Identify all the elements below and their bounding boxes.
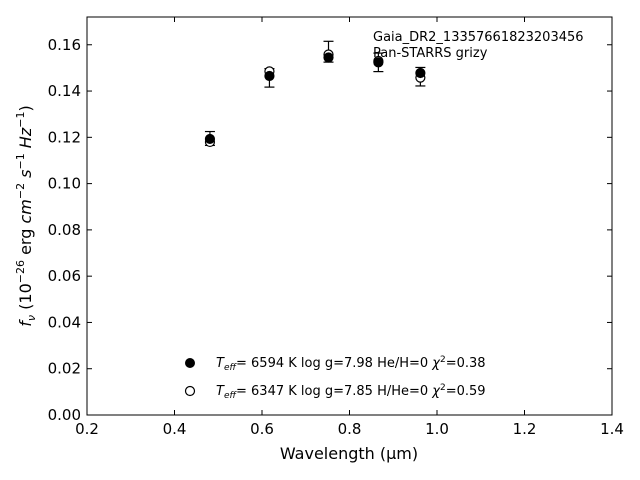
legend-text-1: = 6594 K log g=7.98 He/H=0 xyxy=(236,356,432,371)
x-tick-label: 1.2 xyxy=(513,420,537,438)
ylabel-exp1: −26 xyxy=(14,260,27,283)
data-point-filled xyxy=(264,70,275,82)
legend-chi-val-1: =0.38 xyxy=(446,356,486,371)
ylabel-f: f xyxy=(16,319,35,327)
legend-teff-2: T xyxy=(216,384,225,399)
legend-marker-filled xyxy=(185,358,195,368)
y-tick-label: 0.02 xyxy=(48,360,81,378)
x-axis-label: Wavelength (μm) xyxy=(280,444,418,463)
legend-text-2: = 6347 K log g=7.85 H/He=0 xyxy=(236,384,432,399)
legend-teff-1: T xyxy=(216,356,225,371)
ylabel-exp3: −1 xyxy=(14,153,27,169)
ylabel-exp4: −1 xyxy=(14,112,27,128)
legend-teff-sub-1: eff xyxy=(224,363,238,373)
ylabel-hz: Hz xyxy=(16,127,35,153)
data-point-filled xyxy=(415,67,426,79)
data-point-filled xyxy=(373,57,384,68)
y-tick-label: 0.04 xyxy=(48,313,81,331)
ylabel-nu: ν xyxy=(25,315,38,321)
ylabel-exp2: −2 xyxy=(14,183,27,199)
annotation-star-id: Gaia_DR2_13357661823203456 xyxy=(373,30,584,45)
data-point-filled xyxy=(204,133,216,145)
ylabel-cm: cm xyxy=(16,199,35,223)
x-tick-label: 0.4 xyxy=(163,420,187,438)
y-tick-label: 0.12 xyxy=(48,128,81,146)
y-tick-label: 0.00 xyxy=(48,406,81,424)
legend-chi-exp-1: 2 xyxy=(440,355,446,365)
y-tick-label: 0.08 xyxy=(48,221,81,239)
legend-chi-2: χ xyxy=(431,384,441,399)
legend: Teff= 6594 K log g=7.98 He/H=0 χ2=0.38 T… xyxy=(184,355,486,401)
legend-marker-open xyxy=(184,385,196,397)
data-point-filled xyxy=(323,52,334,63)
ylabel-open: (10 xyxy=(16,283,35,315)
y-tick-label: 0.14 xyxy=(48,82,81,100)
data-points xyxy=(204,49,426,148)
y-tick-label: 0.10 xyxy=(48,175,81,193)
ylabel-erg: erg xyxy=(16,224,35,260)
legend-chi-exp-2: 2 xyxy=(440,383,446,393)
y-axis-label: fν (10−26 erg cm−2 s−1 Hz−1) xyxy=(14,105,38,326)
ylabel-close: ) xyxy=(16,105,35,111)
x-axis-ticks: 0.2 0.4 0.6 0.8 1.0 1.2 1.4 xyxy=(75,17,624,438)
legend-chi-1: χ xyxy=(431,356,441,371)
x-tick-label: 1.4 xyxy=(600,420,624,438)
legend-teff-sub-2: eff xyxy=(224,391,238,401)
annotation-survey: Pan-STARRS grizy xyxy=(373,46,488,61)
x-tick-label: 1.0 xyxy=(425,420,449,438)
legend-chi-val-2: =0.59 xyxy=(446,384,486,399)
y-axis-ticks: 0.00 0.02 0.04 0.06 0.08 0.10 0.12 0.14 0.16 xyxy=(48,36,612,424)
x-tick-label: 0.2 xyxy=(75,420,99,438)
ylabel-s: s xyxy=(16,170,35,183)
legend-entry-1: Teff= 6594 K log g=7.98 He/H=0 χ2=0.38 xyxy=(216,355,486,373)
y-tick-label: 0.06 xyxy=(48,267,81,285)
x-tick-label: 0.6 xyxy=(250,420,274,438)
y-tick-label: 0.16 xyxy=(48,36,81,54)
legend-entry-2: Teff= 6347 K log g=7.85 H/He=0 χ2=0.59 xyxy=(216,383,486,401)
x-tick-label: 0.8 xyxy=(338,420,362,438)
